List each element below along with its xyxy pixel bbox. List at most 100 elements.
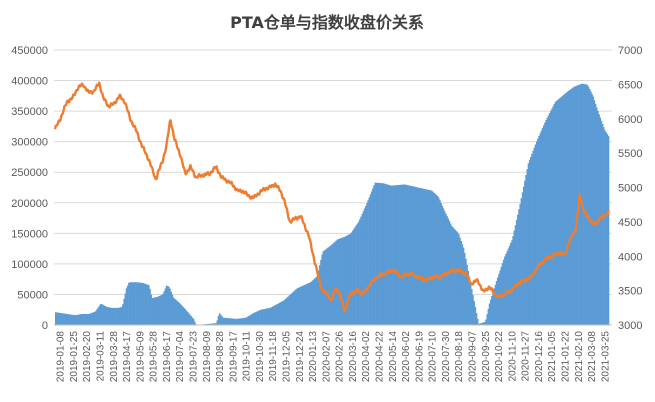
- bar: [421, 188, 424, 325]
- left-tick-label: 0: [42, 320, 48, 332]
- x-tick-label: 2021-03-08: [587, 331, 598, 383]
- bar: [317, 270, 320, 325]
- bar: [119, 307, 122, 325]
- bar: [73, 315, 76, 325]
- bar: [390, 185, 393, 325]
- bar: [245, 317, 248, 325]
- bar: [355, 225, 358, 325]
- bar: [590, 91, 592, 325]
- bar: [408, 185, 411, 325]
- bar: [322, 251, 325, 325]
- bar: [438, 197, 440, 325]
- bar: [256, 311, 259, 325]
- bar: [360, 216, 362, 325]
- bar: [387, 184, 389, 325]
- x-tick-label: 2019-08-09: [202, 331, 213, 383]
- x-tick-label: 2019-03-28: [109, 331, 120, 383]
- bar: [99, 304, 102, 325]
- bar: [262, 309, 264, 325]
- bar: [58, 312, 61, 325]
- bar: [242, 318, 244, 325]
- bar: [71, 314, 73, 325]
- bar: [365, 205, 367, 325]
- bar: [110, 307, 112, 325]
- bar: [243, 317, 246, 325]
- bar: [435, 194, 438, 325]
- bar: [319, 265, 321, 325]
- bar: [359, 219, 361, 325]
- bar: [67, 314, 70, 325]
- bar: [335, 240, 338, 325]
- bar: [284, 298, 287, 325]
- price-line: [53, 81, 611, 313]
- bar: [445, 213, 447, 325]
- bar: [56, 312, 58, 325]
- bar: [224, 317, 227, 325]
- bar: [297, 287, 300, 325]
- left-tick-label: 400000: [11, 76, 48, 88]
- bar: [414, 186, 416, 325]
- bar: [449, 223, 452, 325]
- x-tick-label: 2020-10-22: [494, 331, 505, 383]
- bar: [555, 100, 558, 325]
- chart-title: PTA仓单与指数收盘价关系: [230, 13, 424, 32]
- bar: [237, 318, 240, 325]
- bar: [108, 307, 110, 325]
- bar: [431, 190, 433, 325]
- bar: [398, 184, 400, 325]
- x-tick-label: 2019-07-23: [189, 331, 200, 383]
- bar: [165, 285, 168, 325]
- bar: [439, 200, 441, 325]
- bar: [170, 291, 172, 325]
- left-tick-label: 200000: [11, 198, 48, 210]
- bar: [188, 313, 190, 325]
- bar: [96, 309, 98, 325]
- bar: [426, 189, 428, 325]
- bar: [349, 233, 352, 325]
- bar: [428, 190, 431, 325]
- bar: [214, 323, 216, 325]
- bar: [429, 190, 432, 325]
- bar: [370, 191, 373, 325]
- bar: [100, 304, 103, 325]
- bar: [374, 182, 376, 325]
- bar: [215, 323, 217, 325]
- bar-series: [55, 83, 610, 326]
- bar: [75, 315, 77, 325]
- bar: [315, 277, 317, 325]
- bar: [103, 305, 105, 325]
- x-tick-label: 2019-04-17: [122, 331, 133, 383]
- bar: [95, 311, 97, 325]
- bar: [471, 289, 473, 325]
- bar: [443, 211, 446, 325]
- bar: [514, 225, 517, 325]
- bar: [410, 186, 413, 325]
- bar: [339, 238, 341, 325]
- bar: [236, 318, 239, 325]
- bar: [419, 187, 421, 325]
- bar: [474, 307, 477, 325]
- bar: [505, 253, 507, 325]
- bar: [283, 299, 286, 325]
- bar: [601, 123, 604, 326]
- bar: [166, 285, 169, 325]
- bar: [248, 315, 250, 325]
- bar: [524, 180, 526, 325]
- bar: [607, 135, 610, 325]
- bar: [326, 248, 328, 325]
- x-tick-label: 2019-10-30: [255, 331, 266, 383]
- bar: [135, 282, 137, 325]
- x-tick-label: 2020-11-10: [507, 331, 518, 382]
- bar: [497, 277, 499, 325]
- bar: [329, 245, 332, 325]
- x-tick-label: 2020-07-10: [428, 331, 439, 383]
- bar: [155, 297, 157, 325]
- bar: [506, 251, 508, 325]
- bar: [278, 302, 281, 325]
- bar: [344, 236, 347, 325]
- bar: [116, 307, 118, 325]
- bar: [484, 322, 486, 325]
- bar: [468, 276, 471, 325]
- bar: [566, 91, 569, 325]
- bar: [148, 285, 150, 325]
